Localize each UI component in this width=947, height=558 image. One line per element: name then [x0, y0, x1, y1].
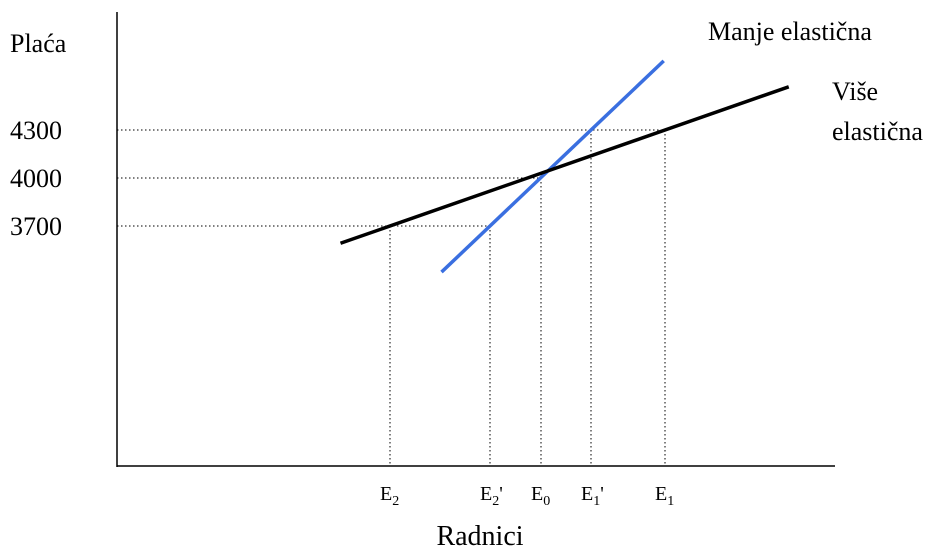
x-tick-E1: E1 [655, 483, 674, 509]
axes [116, 12, 835, 467]
series-line-more-elastic [339, 85, 790, 245]
more-elastic-label-line2: elastična [832, 117, 923, 146]
y-axis-title: Plaća [10, 29, 67, 58]
x-tick-E2: E2 [380, 483, 399, 509]
x-tick-labels: E2 E2' E0 E1' E1 [380, 483, 674, 509]
y-tick-3700: 3700 [10, 212, 62, 241]
less-elastic-label: Manje elastična [708, 17, 872, 46]
x-tick-E2p: E2' [480, 483, 503, 509]
y-tick-labels: 4300 4000 3700 [10, 116, 62, 241]
dotted-reference-lines [117, 129, 666, 466]
x-tick-E1p: E1' [581, 483, 604, 509]
y-tick-4300: 4300 [10, 116, 62, 145]
series-line-less-elastic [440, 59, 665, 274]
x-axis-title: Radnici [436, 521, 523, 552]
more-elastic-label-line1: Više [832, 77, 878, 106]
y-tick-4000: 4000 [10, 164, 62, 193]
supply-curves [339, 59, 790, 274]
x-tick-E0: E0 [531, 483, 550, 509]
